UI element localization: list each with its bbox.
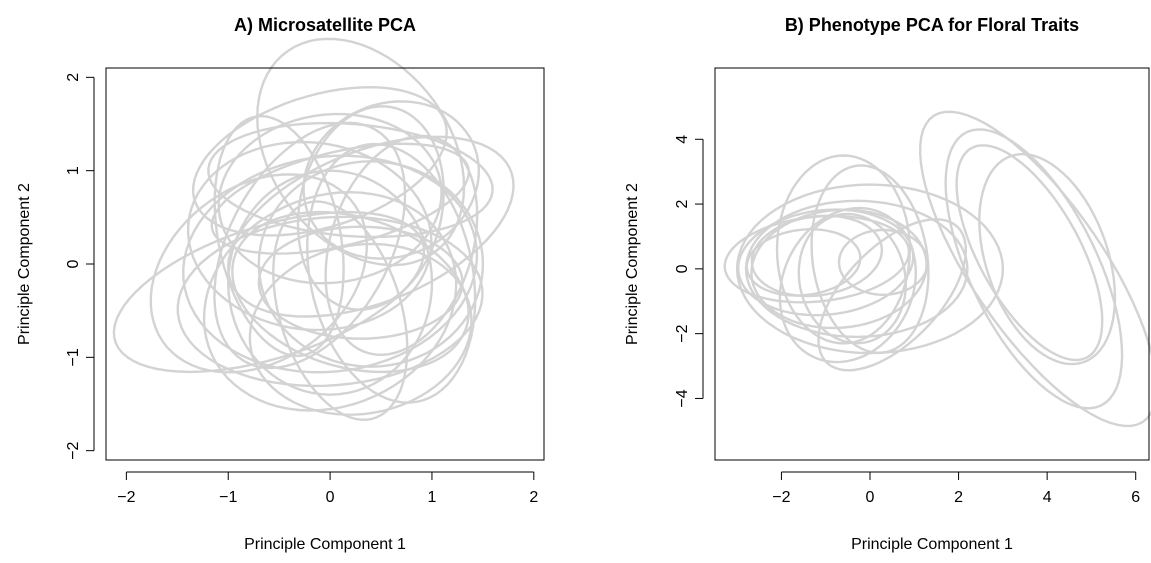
x-tick-label: 6 <box>1131 489 1140 506</box>
plot-frame <box>105 67 545 461</box>
y-tick-label: −2 <box>65 441 82 459</box>
x-tick-label: −1 <box>219 489 237 506</box>
x-tick-label: 0 <box>866 489 875 506</box>
ellipse-1 <box>256 37 466 267</box>
x-tick-label: 1 <box>428 489 437 506</box>
ellipse-18 <box>231 210 470 374</box>
y-tick-label: −2 <box>674 324 691 342</box>
ellipse-23 <box>324 134 479 357</box>
x-axis: −2 −1 0 1 2 <box>117 471 538 506</box>
ellipse-group <box>723 110 1151 428</box>
y-tick-label: 2 <box>65 73 82 82</box>
ellipse-17 <box>186 140 433 332</box>
y-tick-label: 0 <box>674 264 691 273</box>
x-tick-label: 4 <box>1043 489 1052 506</box>
ellipse-19 <box>257 160 485 368</box>
x-axis-label: Principle Component 1 <box>244 536 406 553</box>
ellipse-7 <box>723 214 911 304</box>
ellipse-4 <box>778 206 918 364</box>
y-axis-label: Principle Component 2 <box>16 183 33 345</box>
ellipse-9 <box>735 183 1005 355</box>
y-axis: −2 −1 0 1 2 <box>65 73 95 460</box>
chart-title: B) Phenotype PCA for Floral Traits <box>785 15 1079 35</box>
ellipse-2 <box>191 85 448 237</box>
ellipse-5 <box>737 208 915 317</box>
y-tick-label: 2 <box>674 200 691 209</box>
y-tick-label: −1 <box>65 348 82 366</box>
ellipse-12 <box>248 242 473 416</box>
ellipse-22 <box>213 114 345 358</box>
ellipse-11 <box>817 218 968 372</box>
x-axis-label: Principle Component 1 <box>851 536 1013 553</box>
y-tick-label: 0 <box>65 259 82 268</box>
ellipse-12 <box>837 228 929 297</box>
y-tick-label: 1 <box>65 166 82 175</box>
ellipse-2 <box>810 164 930 354</box>
panel-b-phenotype-pca: B) Phenotype PCA for Floral Traits −2 0 2 4… <box>624 15 1151 553</box>
y-tick-label: −4 <box>674 389 691 407</box>
x-tick-label: −2 <box>117 489 135 506</box>
x-tick-label: 2 <box>529 489 538 506</box>
y-axis-label: Principle Component 2 <box>624 183 641 345</box>
ellipse-group <box>112 37 515 421</box>
ellipse-21 <box>257 225 464 340</box>
plot-frame <box>714 67 1150 461</box>
chart-title: A) Microsatellite PCA <box>234 15 416 35</box>
ellipse-15 <box>944 128 1124 410</box>
ellipse-5 <box>217 112 443 285</box>
y-axis: −4 −2 0 2 4 <box>674 135 704 408</box>
y-tick-label: 4 <box>674 135 691 144</box>
ellipse-16 <box>306 142 477 404</box>
ellipse-16 <box>955 144 1104 362</box>
x-tick-label: 0 <box>326 489 335 506</box>
ellipse-17 <box>978 152 1117 366</box>
ellipse-13 <box>745 227 862 297</box>
ellipse-8 <box>797 212 908 345</box>
ellipse-14 <box>213 121 407 370</box>
ellipse-20 <box>149 173 369 374</box>
x-axis: −2 0 2 4 6 <box>772 471 1140 506</box>
x-tick-label: −2 <box>772 489 790 506</box>
ellipse-24 <box>182 154 479 374</box>
x-tick-label: 2 <box>954 489 963 506</box>
panel-a-microsatellite-pca: A) Microsatellite PCA −2 −1 0 1 2 −2 −1 0 1 2 Pr… <box>16 15 545 553</box>
